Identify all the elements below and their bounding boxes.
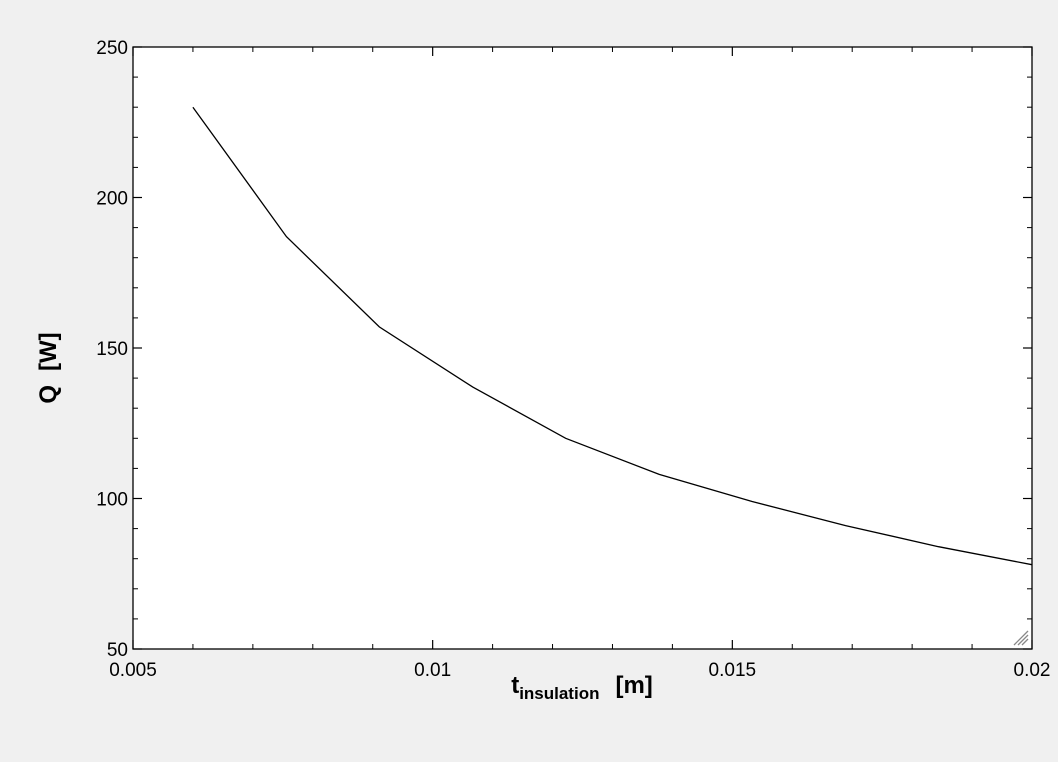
- x-axis-label-main: t: [511, 672, 519, 699]
- series-line: [192, 106, 1033, 566]
- y-axis-label: Q [W]: [35, 332, 62, 403]
- x-tick-label: 0.01: [414, 660, 451, 681]
- plot-area: [133, 47, 1032, 649]
- x-axis-label-subscript: insulation: [519, 684, 599, 703]
- y-tick-label: 100: [96, 490, 128, 511]
- y-tick-label: 150: [96, 339, 128, 360]
- y-tick-label: 200: [96, 189, 128, 210]
- y-tick-labels: 50 100 150 200 250: [96, 38, 128, 661]
- y-axis-label-main: Q: [35, 385, 62, 404]
- x-tick-labels: 0.005 0.01 0.015 0.02: [109, 660, 1050, 681]
- resize-grip-icon[interactable]: [1013, 630, 1029, 646]
- x-axis-label-unit: [m]: [615, 672, 652, 699]
- x-tick-label: 0.02: [1014, 660, 1051, 681]
- minor-ticks: [133, 47, 1032, 649]
- y-tick-label: 50: [107, 640, 128, 661]
- x-tick-label: 0.005: [109, 660, 157, 681]
- plot-frame: [132, 46, 1033, 650]
- y-tick-label: 250: [96, 38, 128, 59]
- y-axis-label-unit: [W]: [35, 332, 62, 371]
- x-tick-label: 0.015: [709, 660, 757, 681]
- x-axis-label: tinsulation [m]: [511, 672, 653, 703]
